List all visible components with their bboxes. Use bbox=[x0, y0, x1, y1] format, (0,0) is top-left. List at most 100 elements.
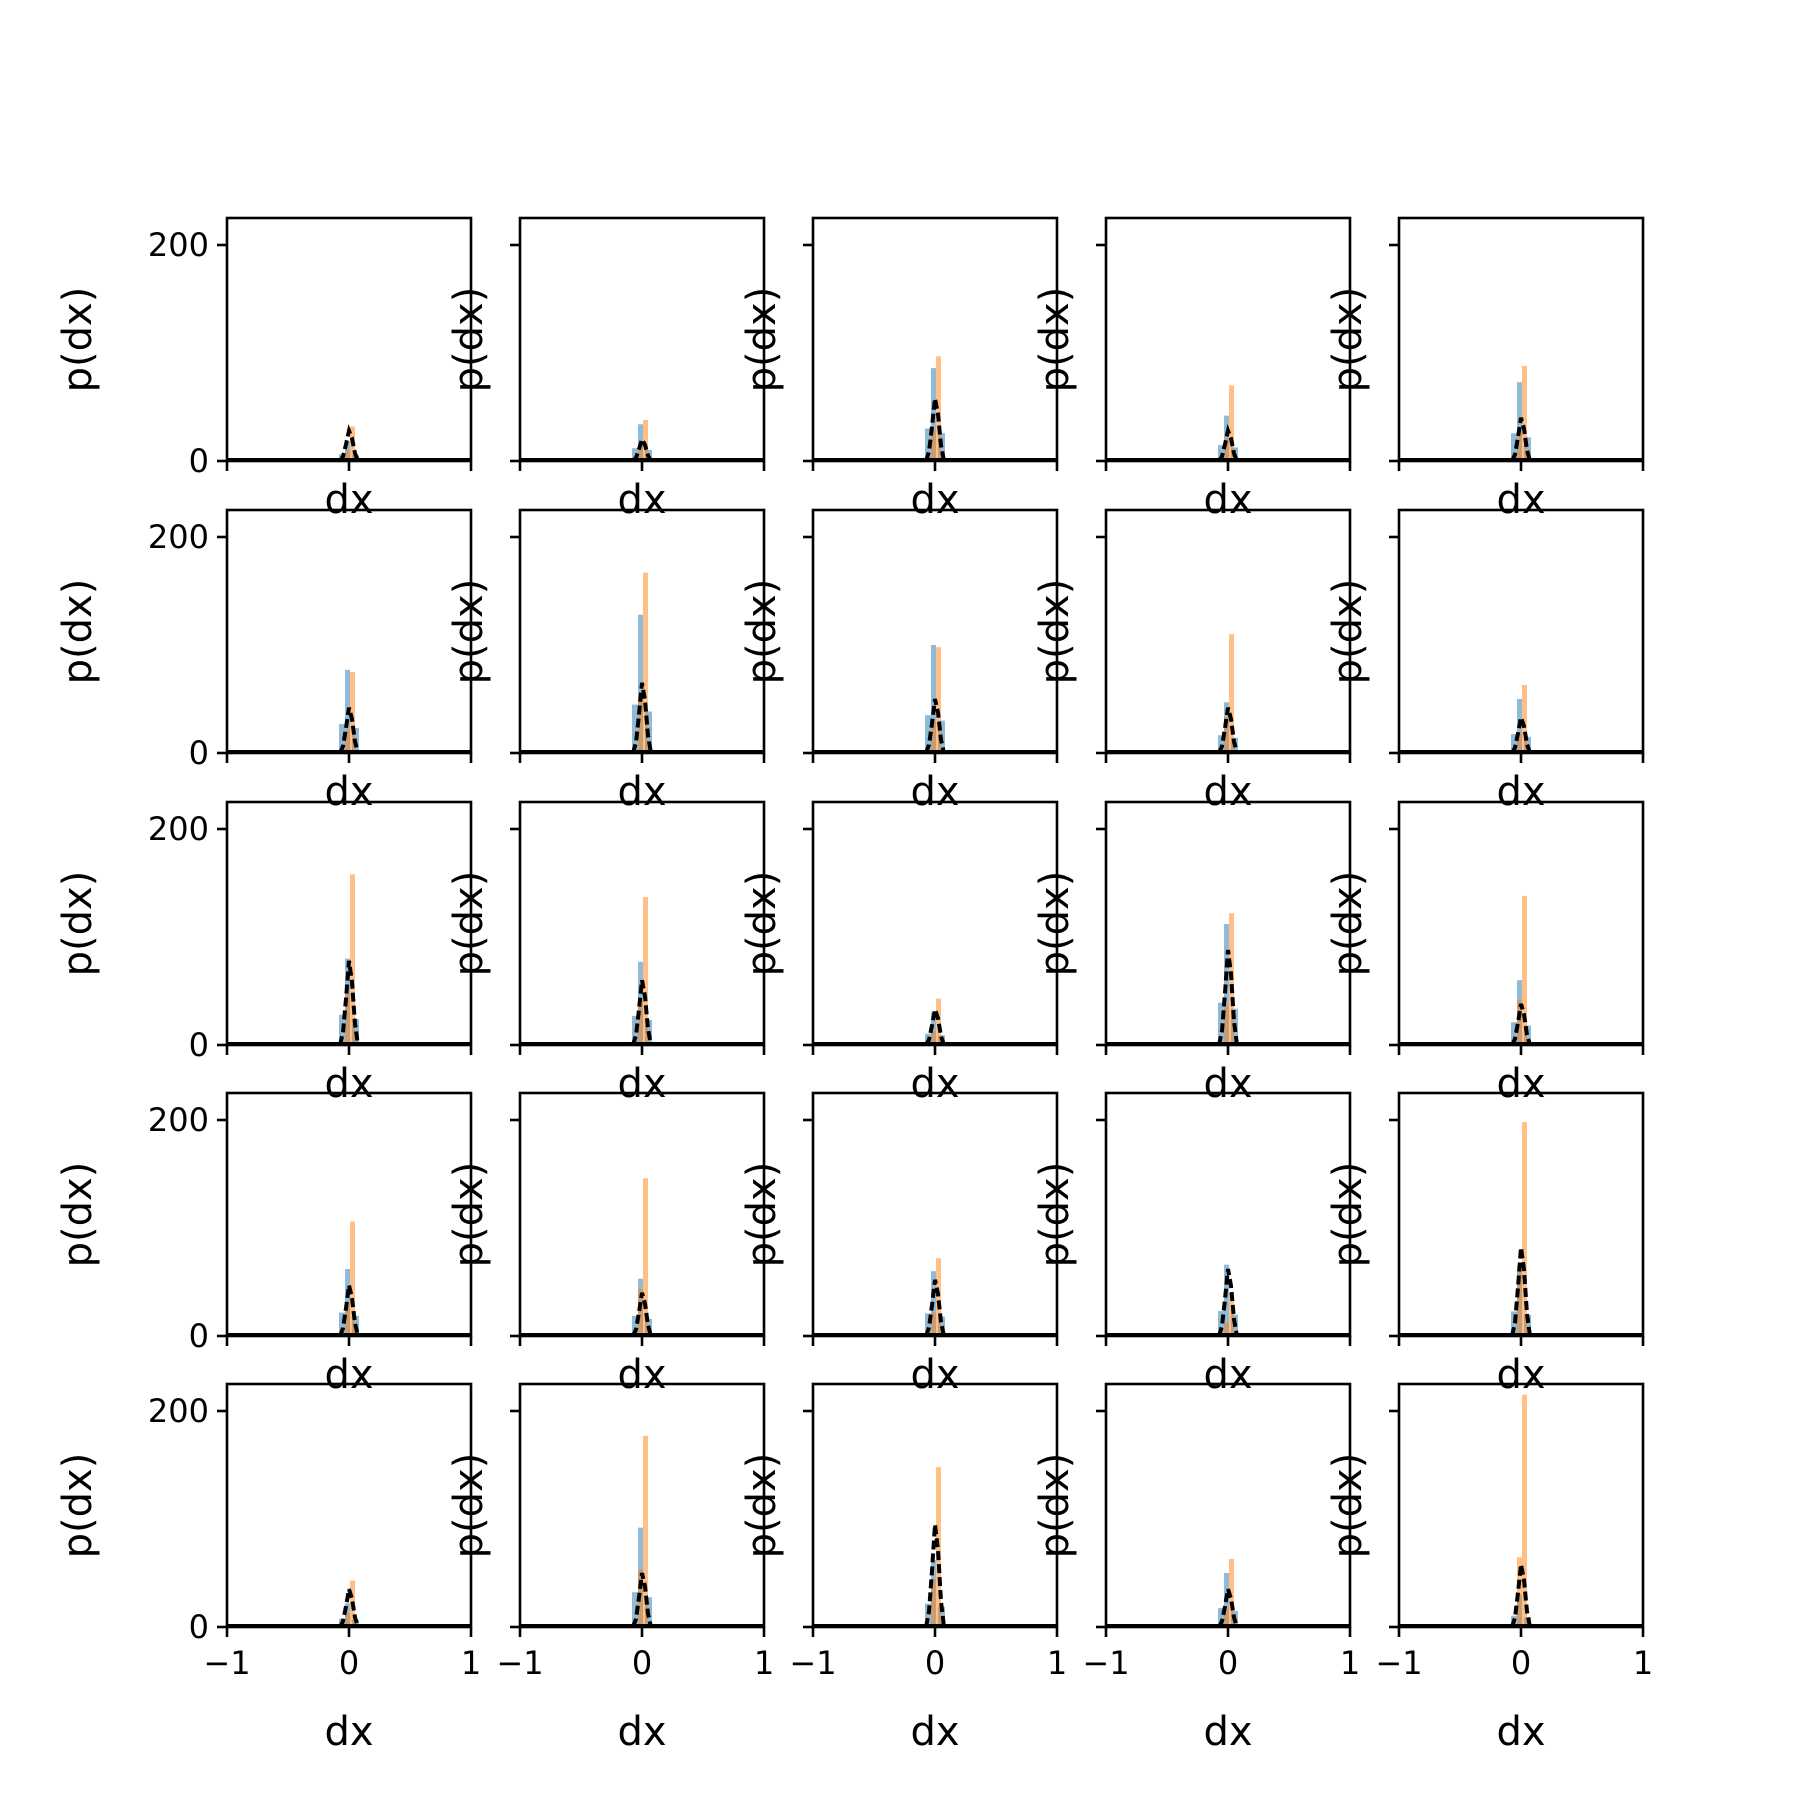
subplot-r4-c2: dx p(dx) bbox=[446, 1091, 766, 1398]
density-line-dashed bbox=[338, 707, 360, 754]
subplot-r2-c2: dx p(dx) bbox=[446, 508, 766, 815]
subplot-r4-c3: dx p(dx) bbox=[739, 1091, 1059, 1398]
subplot-r2-c1: 0 200 dx p(dx) bbox=[55, 508, 473, 815]
hist-bar-orange bbox=[1229, 1292, 1234, 1336]
density-line-dashed bbox=[924, 1524, 946, 1628]
hist-bar-blue bbox=[1224, 1264, 1229, 1336]
x-tick-label: 0 bbox=[632, 1644, 652, 1682]
hist-bar-orange-side bbox=[1517, 732, 1522, 753]
y-axis-label: p(dx) bbox=[1325, 287, 1371, 393]
hist-bar-blue bbox=[931, 1012, 936, 1045]
y-axis-label: p(dx) bbox=[446, 1453, 492, 1559]
hist-bar-blue-side bbox=[925, 1603, 931, 1627]
subplot-r3-c4: dx p(dx) bbox=[1032, 800, 1352, 1107]
hist-bar-blue-side bbox=[632, 704, 638, 753]
density-line-dashed bbox=[1217, 707, 1239, 754]
density-line-dashed bbox=[1217, 1588, 1239, 1628]
subplot-r3-c5: dx p(dx) bbox=[1325, 800, 1645, 1107]
x-tick-label: −1 bbox=[1082, 1644, 1129, 1682]
hist-bar-orange-side bbox=[931, 721, 936, 753]
x-tick-label: 0 bbox=[1218, 1644, 1238, 1682]
y-tick-label: 0 bbox=[189, 1317, 209, 1355]
density-line-dashed bbox=[338, 1284, 360, 1337]
subplot-r5-c3: −1 0 1 dx p(dx) bbox=[739, 1382, 1067, 1755]
x-axis-label: dx bbox=[1203, 1709, 1252, 1755]
x-axis-label: dx bbox=[324, 1709, 373, 1755]
subplot-r3-c3: dx p(dx) bbox=[739, 800, 1059, 1107]
density-line-dashed bbox=[631, 434, 653, 463]
hist-bar-orange-side bbox=[345, 993, 350, 1045]
hist-bar-blue-side bbox=[1218, 1608, 1224, 1627]
hist-bar-orange-side bbox=[1224, 1005, 1229, 1045]
y-axis-label: p(dx) bbox=[446, 579, 492, 685]
hist-bar-orange-side bbox=[345, 1613, 350, 1627]
density-line-dashed bbox=[1217, 423, 1239, 463]
density-line-dashed bbox=[1510, 1563, 1532, 1628]
y-tick-label: 200 bbox=[148, 1392, 209, 1430]
x-axis-label: dx bbox=[324, 477, 373, 523]
x-axis-label: dx bbox=[617, 1061, 666, 1107]
hist-bar-orange-side bbox=[1224, 1323, 1229, 1336]
x-axis-label: dx bbox=[1203, 769, 1252, 815]
y-tick-label: 0 bbox=[189, 1026, 209, 1064]
hist-bar-orange-side bbox=[931, 1031, 936, 1045]
hist-bar-blue-side bbox=[1511, 734, 1517, 753]
y-tick-label: 0 bbox=[189, 1608, 209, 1646]
x-axis-label: dx bbox=[1496, 1709, 1545, 1755]
y-axis-label: p(dx) bbox=[1032, 1453, 1078, 1559]
subplot-r5-c5: −1 0 1 dx p(dx) bbox=[1325, 1382, 1653, 1755]
subplot-r4-c1: 0 200 dx p(dx) bbox=[55, 1091, 473, 1398]
hist-bar-orange-side bbox=[638, 698, 643, 753]
subplot-r1-c4: dx p(dx) bbox=[1032, 216, 1352, 523]
x-axis-label: dx bbox=[1203, 477, 1252, 523]
y-axis-label: p(dx) bbox=[55, 1453, 101, 1559]
hist-bar-orange bbox=[350, 672, 355, 753]
density-line-dashed bbox=[338, 960, 360, 1046]
y-axis-label: p(dx) bbox=[55, 287, 101, 393]
y-tick-label: 200 bbox=[148, 810, 209, 848]
hist-bar-blue-side bbox=[925, 715, 931, 753]
hist-bar-orange bbox=[1522, 684, 1527, 753]
y-axis-label: p(dx) bbox=[739, 1453, 785, 1559]
y-tick-label: 0 bbox=[189, 734, 209, 772]
x-tick-label: 1 bbox=[1633, 1644, 1653, 1682]
hist-bar-orange bbox=[1522, 365, 1527, 461]
y-axis-label: p(dx) bbox=[739, 871, 785, 977]
x-axis-label: dx bbox=[910, 1352, 959, 1398]
hist-bar-blue-side bbox=[1511, 1311, 1517, 1336]
y-axis-label: p(dx) bbox=[446, 871, 492, 977]
y-axis-label: p(dx) bbox=[55, 871, 101, 977]
hist-bar-orange-side bbox=[638, 448, 643, 461]
x-tick-label: −1 bbox=[203, 1644, 250, 1682]
hist-bar-blue-side bbox=[632, 1315, 638, 1336]
hist-bar-orange-side bbox=[638, 1000, 643, 1045]
hist-bar-orange-side bbox=[931, 1579, 936, 1627]
x-axis-label: dx bbox=[1203, 1352, 1252, 1398]
y-axis-label: p(dx) bbox=[55, 1162, 101, 1268]
hist-bar-blue-side bbox=[1524, 1025, 1531, 1045]
x-axis-label: dx bbox=[1496, 1352, 1545, 1398]
hist-bar-orange bbox=[350, 1221, 355, 1336]
hist-bar-orange bbox=[936, 998, 941, 1045]
y-axis-label: p(dx) bbox=[739, 1162, 785, 1268]
subplot-r1-c2: dx p(dx) bbox=[446, 216, 766, 523]
axes-frame bbox=[811, 800, 1059, 1047]
y-axis-label: p(dx) bbox=[446, 287, 492, 393]
density-line-dashed bbox=[1510, 1247, 1532, 1337]
x-axis-label: dx bbox=[617, 769, 666, 815]
hist-bar-orange-side bbox=[1224, 438, 1229, 461]
subplot-r3-c2: dx p(dx) bbox=[446, 800, 766, 1107]
density-line-dashed bbox=[1217, 949, 1239, 1046]
hist-bar-blue-side bbox=[1218, 1311, 1224, 1336]
y-tick-label: 0 bbox=[189, 442, 209, 480]
density-line-dashed bbox=[1510, 417, 1532, 462]
subplot-r2-c3: dx p(dx) bbox=[739, 508, 1059, 815]
x-tick-label: 1 bbox=[1047, 1644, 1067, 1682]
x-tick-label: 1 bbox=[461, 1644, 481, 1682]
y-axis-label: p(dx) bbox=[446, 1162, 492, 1268]
density-line-dashed bbox=[924, 397, 946, 462]
hist-bar-orange-side bbox=[1517, 1271, 1522, 1336]
y-tick-label: 200 bbox=[148, 1101, 209, 1139]
